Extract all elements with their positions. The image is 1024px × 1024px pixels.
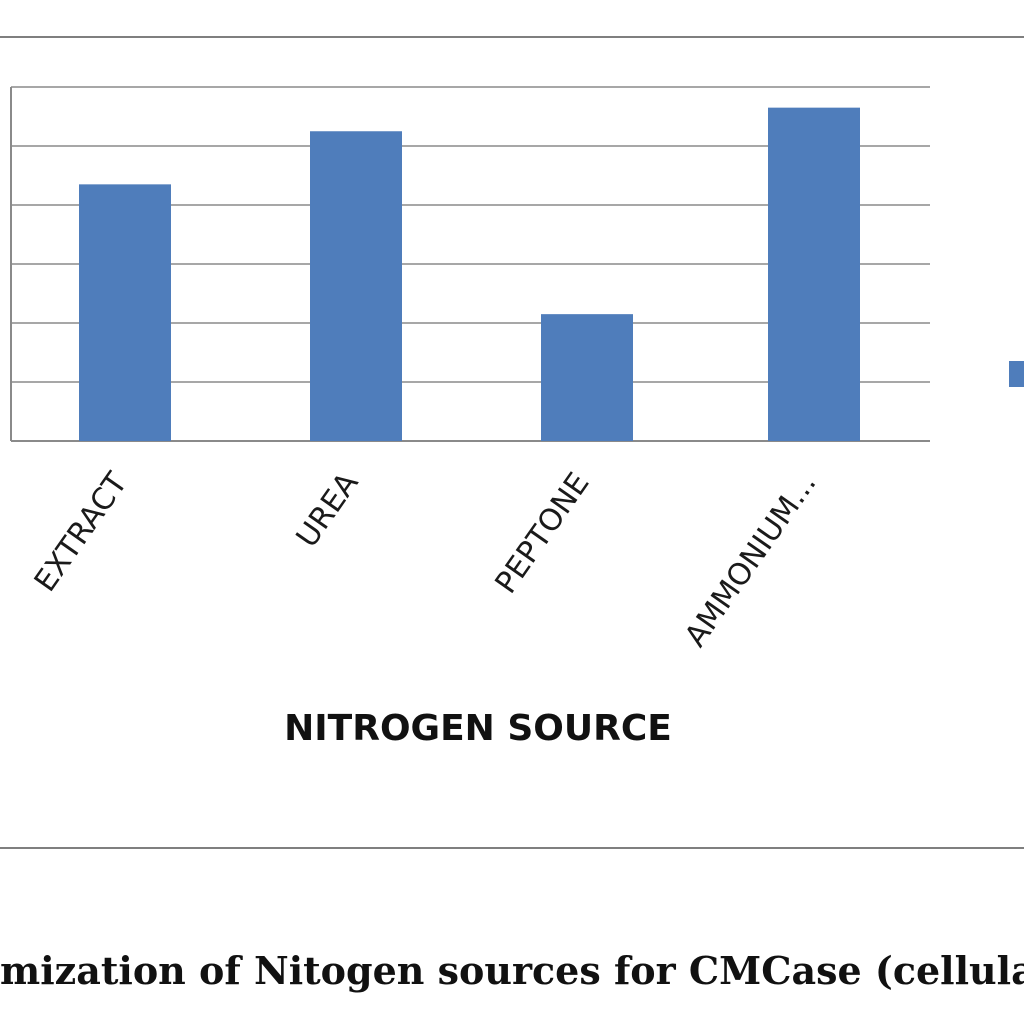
x-axis-title: NITROGEN SOURCE (284, 708, 672, 749)
bars (79, 107, 860, 442)
figure-caption: mization of Nitogen sources for CMCase (… (0, 948, 1024, 993)
bar-extract (79, 184, 171, 441)
bar-ammonium (768, 107, 860, 442)
legend-swatch (1009, 361, 1024, 387)
x-tick-label: PEPTONE (488, 467, 596, 601)
bar-peptone (541, 314, 633, 441)
bar-urea (310, 131, 402, 441)
x-tick-label: UREA (290, 466, 366, 554)
x-tick-label: EXTRACT (28, 466, 135, 598)
x-tick-labels: EXTRACT UREA PEPTONE AMMONIUM... (28, 466, 824, 653)
x-tick-label: AMMONIUM... (678, 467, 823, 654)
